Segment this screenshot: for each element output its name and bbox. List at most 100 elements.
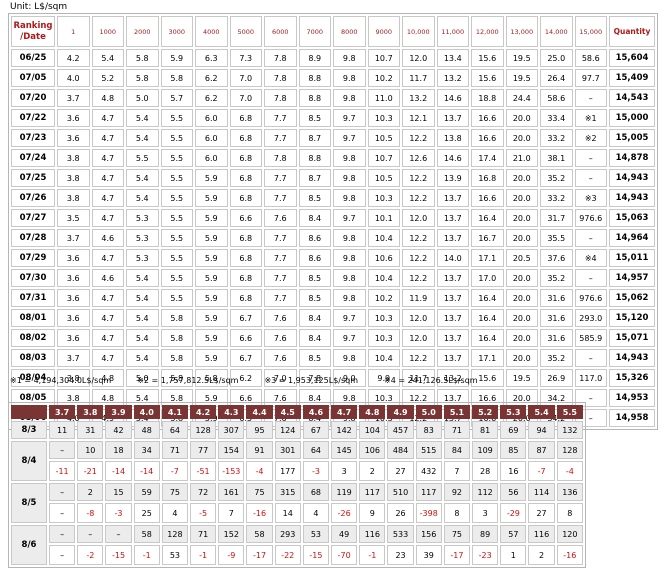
quantity-cell: 15,326 [609,369,655,387]
price-cell: 7.7 [264,189,297,207]
count-cell: 161 [218,483,245,501]
change-cell: 8 [556,503,583,523]
change-cell: -16 [246,503,273,523]
price-cell: 5.5 [160,229,193,247]
ranking-column-header: 5000 [229,16,262,47]
quantity-cell: 15,062 [609,289,655,307]
count-cell: 92 [443,483,471,501]
price-cell: 5.9 [195,189,228,207]
price-cell: 11.7 [402,69,435,87]
price-cell: 6.8 [229,249,262,267]
price-column-header: 4.3 [218,405,245,419]
date-cell: 07/31 [11,289,55,307]
change-cell: -22 [274,545,301,565]
price-cell: 6.0 [195,109,228,127]
price-cell: 5.4 [126,329,159,347]
price-cell: 31.7 [540,209,573,227]
price-column-header: 5.2 [472,405,499,419]
price-cell: 4.7 [91,309,124,327]
change-cell: -14 [133,461,160,481]
quantity-cell: 14,957 [609,269,655,287]
price-cell: 4.7 [91,189,124,207]
quantity-cell: 15,005 [609,129,655,147]
price-cell: 3.6 [57,129,90,147]
price-cell: 9.8 [333,229,366,247]
quantity-cell: 14,958 [609,409,655,427]
price-cell: 10.7 [367,149,400,167]
price-cell: 10.5 [367,169,400,187]
price-cell: 6.3 [195,49,228,67]
price-cell: 5.4 [126,109,159,127]
price-table-corner [11,405,47,419]
price-cell: 117.0 [574,369,607,387]
count-cell: 156 [415,525,442,543]
price-cell: 5.8 [160,329,193,347]
price-cell: 20.0 [505,169,538,187]
price-cell: 31.6 [540,329,573,347]
price-cell: 6.7 [229,349,262,367]
count-cell: 49 [331,525,358,543]
count-cell: 307 [218,421,245,439]
price-cell: 5.4 [126,169,159,187]
count-cell: 484 [387,441,414,459]
price-cell: 7.0 [229,89,262,107]
price-cell: 17.1 [471,249,504,267]
change-cell: -8 [77,503,104,523]
price-cell: 5.4 [126,129,159,147]
price-cell: 6.6 [229,329,262,347]
change-cell: -23 [472,545,499,565]
quantity-cell: 15,120 [609,309,655,327]
price-cell: 12.2 [402,349,435,367]
date-cell: 07/23 [11,129,55,147]
price-cell: 3.6 [57,309,90,327]
price-cell: 6.8 [229,169,262,187]
price-cell: 26.9 [540,369,573,387]
count-cell: 104 [359,421,386,439]
price-cell: 13.2 [402,89,435,107]
change-cell: 23 [387,545,414,565]
price-cell: 12.0 [402,49,435,67]
change-cell: 7 [218,503,245,523]
date-cell: 08/04 [11,369,55,387]
price-cell: 6.8 [229,229,262,247]
price-cell: 12.6 [402,149,435,167]
count-cell: 83 [415,421,442,439]
price-cell: 20.0 [505,189,538,207]
change-cell: -4 [556,461,583,481]
price-cell: 5.7 [160,89,193,107]
price-cell: 12.0 [402,309,435,327]
price-cell: 13.7 [436,209,469,227]
ranking-column-header: 13,000 [505,16,538,47]
price-column-header: 4.4 [246,405,273,419]
ranking-column-header: 4000 [195,16,228,47]
price-cell: 17.1 [471,349,504,367]
count-cell: 128 [190,421,217,439]
price-cell: 5.9 [195,269,228,287]
price-cell: 16.6 [471,189,504,207]
change-cell: – [49,545,76,565]
price-count-table: 3.7 3.8 3.9 4.0 4.1 4.2 4.3 4.4 4.5 4.6 4.7 4.8 4.9 5… [8,402,586,568]
price-cell: 11.9 [402,289,435,307]
count-cell: 34 [133,441,160,459]
change-cell: -26 [331,503,358,523]
price-cell: 9.0 [333,369,366,387]
count-cell: 533 [387,525,414,543]
date-cell: 06/25 [11,49,55,67]
quantity-cell: 14,543 [609,89,655,107]
price-cell: 16.7 [471,229,504,247]
price-cell: 4.7 [91,169,124,187]
count-cell: 136 [556,483,583,501]
price-cell: 5.0 [126,89,159,107]
table-row: 08/05 3.8 4.8 5.4 5.8 5.9 6.6 7.6 8.4 9.8 10.3 12.2… [11,389,655,407]
price-cell: 5.5 [160,109,193,127]
price-cell: 19.5 [505,369,538,387]
count-cell: – [49,483,76,501]
count-cell: 75 [246,483,273,501]
change-cell: 25 [133,503,160,523]
price-cell: 12.2 [402,249,435,267]
ranking-column-header: 6000 [264,16,297,47]
price-cell: 5.5 [160,169,193,187]
price-cell: 58.6 [574,49,607,67]
table-row: 07/05 4.0 5.2 5.8 5.8 6.2 7.0 7.8 8.8 9.8 10.2 11.7… [11,69,655,87]
price-column-header: 5.1 [443,405,471,419]
